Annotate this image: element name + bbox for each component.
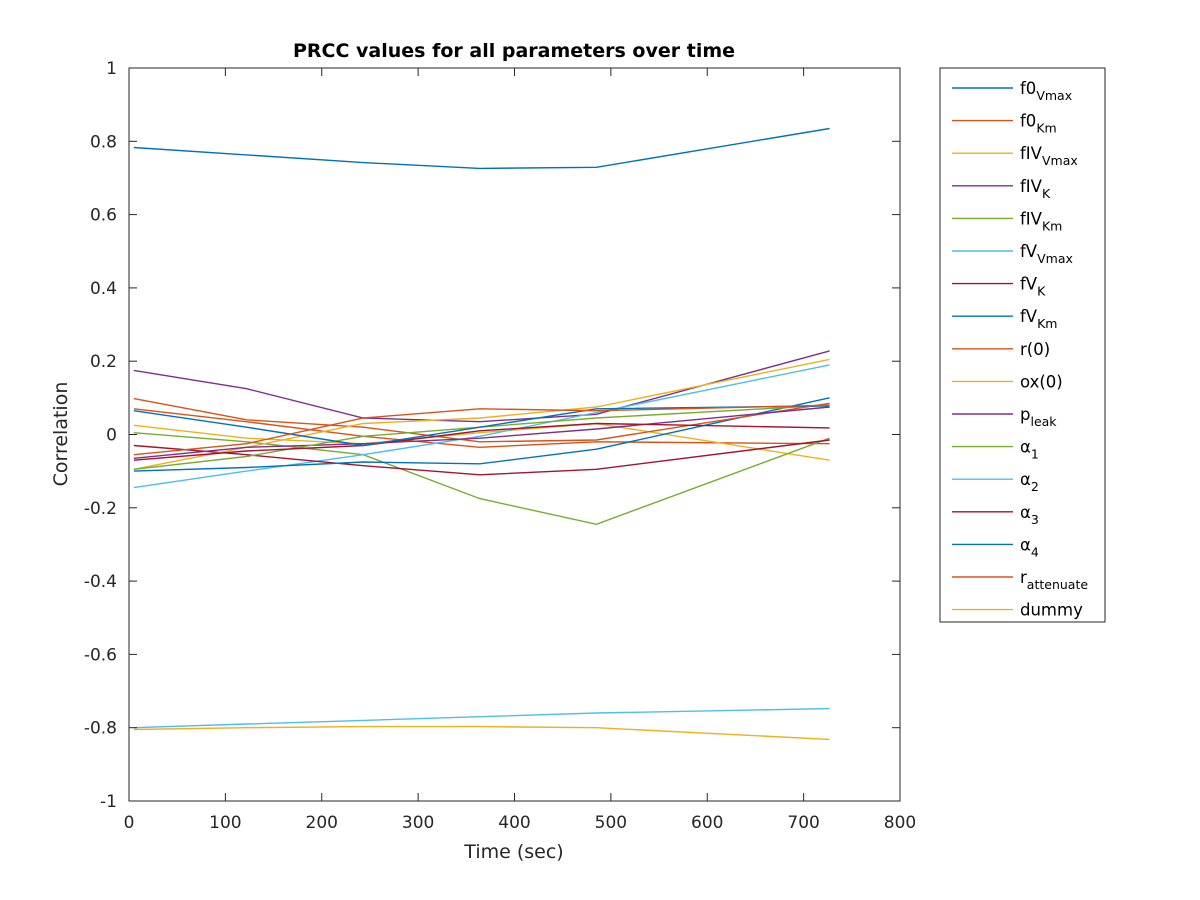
legend-entry: α2 (1020, 470, 1039, 494)
y-tick-label: 0.2 (90, 352, 117, 372)
legend-entry: α3 (1020, 503, 1039, 527)
series-line-8 (133, 397, 830, 472)
legend-label: dummy (1020, 601, 1083, 620)
x-tick-label: 600 (691, 813, 723, 833)
legend-subscript: Vmax (1042, 153, 1078, 168)
series-line-17 (133, 725, 830, 741)
legend-entry: α1 (1020, 438, 1039, 462)
legend-label: fV (1020, 275, 1038, 294)
legend-entry: α4 (1020, 535, 1039, 559)
legend-label: f0 (1020, 112, 1036, 131)
y-tick-label: 1 (106, 59, 117, 79)
y-tick-label: -1 (100, 792, 117, 812)
legend-subscript: Vmax (1037, 251, 1073, 266)
legend-label: p (1020, 405, 1030, 424)
legend-entry: r(0) (1020, 340, 1050, 359)
legend-subscript: 3 (1031, 512, 1039, 527)
series-line-9 (133, 397, 830, 443)
legend-label: α (1020, 535, 1031, 554)
series-line-12 (133, 404, 830, 470)
legend-label: α (1020, 503, 1031, 522)
series-line-6 (133, 364, 830, 489)
legend-label: r (1020, 568, 1027, 587)
legend-subscript: attenuate (1027, 577, 1089, 592)
legend-subscript: Vmax (1036, 88, 1072, 103)
x-tick-label: 100 (209, 813, 241, 833)
legend-label: α (1020, 470, 1031, 489)
legend-entry: ox(0) (1020, 372, 1063, 391)
x-axis-label: Time (sec) (463, 841, 563, 863)
legend-subscript: Km (1042, 218, 1062, 233)
series-line-2 (133, 408, 830, 449)
legend: f0Vmaxf0KmfIVVmaxfIVKfIVKmfVVmaxfVKfVKmr… (939, 67, 1106, 623)
legend-label: fV (1020, 307, 1038, 326)
legend-subscript: 1 (1031, 447, 1039, 462)
chart-title: PRCC values for all parameters over time (293, 40, 735, 62)
legend-entry: f0Vmax (1020, 79, 1072, 103)
series-line-5 (133, 432, 830, 526)
legend-subscript: K (1037, 284, 1046, 299)
legend-entry: pleak (1020, 405, 1057, 429)
legend-subscript: Km (1037, 316, 1057, 331)
legend-label: fIV (1020, 209, 1043, 228)
legend-subscript: leak (1030, 414, 1057, 429)
series-line-13 (133, 707, 830, 729)
legend-entry: fIVVmax (1020, 144, 1078, 168)
legend-subscript: K (1042, 186, 1051, 201)
legend-subscript: Km (1036, 121, 1056, 136)
legend-entry: fVVmax (1020, 242, 1073, 266)
legend-entry: f0Km (1020, 112, 1057, 136)
legend-entry: fIVK (1020, 177, 1051, 201)
y-tick-label: 0.4 (90, 279, 117, 299)
legend-label: f0 (1020, 79, 1036, 98)
legend-entry: rattenuate (1020, 568, 1088, 592)
x-tick-label: 200 (306, 813, 338, 833)
legend-label: fIV (1020, 144, 1043, 163)
tick-labels: 0 100 200 300 400 500 600 700 800 -1 -0.8 -0.6 -0.4 -… (84, 59, 916, 833)
series-line-11 (133, 406, 830, 459)
legend-subscript: 4 (1031, 544, 1039, 559)
legend-subscript: 2 (1031, 479, 1039, 494)
plot-area (129, 68, 900, 801)
x-tick-label: 500 (595, 813, 627, 833)
legend-label: α (1020, 438, 1031, 457)
series-line-16 (133, 404, 830, 456)
series-line-1 (133, 127, 830, 170)
axes (128, 67, 901, 802)
x-tick-label: 300 (402, 813, 434, 833)
legend-label: r(0) (1020, 340, 1050, 359)
x-tick-label: 0 (124, 813, 135, 833)
series-line-14 (133, 422, 830, 461)
y-axis-label: Correlation (50, 382, 72, 487)
y-tick-label: 0 (106, 426, 117, 446)
legend-entry: fIVKm (1020, 209, 1062, 233)
legend-label: fV (1020, 242, 1038, 261)
legend-entry: dummy (1020, 601, 1083, 620)
legend-entry: fVK (1020, 275, 1046, 299)
legend-label: fIV (1020, 177, 1043, 196)
x-tick-label: 800 (884, 813, 916, 833)
series-line-4 (133, 350, 830, 423)
y-tick-label: -0.8 (84, 719, 117, 739)
legend-box (939, 67, 1106, 623)
x-tick-label: 400 (498, 813, 530, 833)
legend-label: ox(0) (1020, 372, 1063, 391)
series-line-15 (133, 405, 830, 447)
series-line-10 (133, 358, 830, 470)
y-tick-label: 0.8 (90, 132, 117, 152)
series-lines (133, 127, 830, 741)
y-tick-label: -0.4 (84, 572, 117, 592)
x-tick-label: 700 (787, 813, 819, 833)
legend-entry: fVKm (1020, 307, 1057, 331)
y-tick-label: -0.6 (84, 645, 117, 665)
y-tick-label: 0.6 (90, 206, 117, 226)
y-tick-label: -0.2 (84, 499, 117, 519)
